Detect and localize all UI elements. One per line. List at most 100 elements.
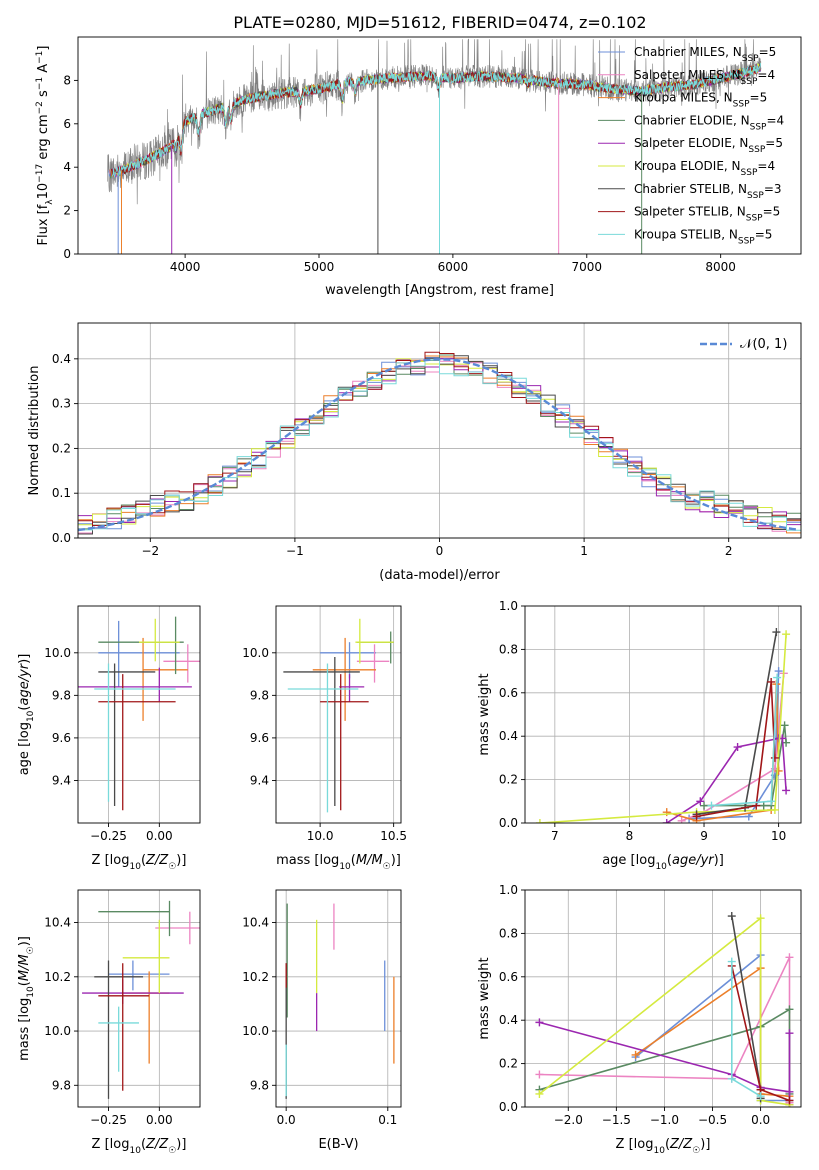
spectrum-ytick-label: 6	[63, 117, 71, 131]
weight-marker-kroupa-miles	[631, 1050, 640, 1059]
weight-line-kroupa-elodie	[539, 634, 787, 823]
legend-label-tail: =4	[757, 68, 775, 82]
age-vs-mass-ytick-label: 10.0	[242, 646, 269, 660]
weight-marker-salpeter-miles	[785, 953, 794, 962]
weight-vs-Z-ytick-label: 0.2	[499, 1057, 518, 1071]
mass-vs-Z-ytick-label: 9.8	[52, 1078, 71, 1092]
weight-vs-Z-xlabel-part: ☉	[692, 1146, 700, 1156]
legend-label-tail: =5	[763, 205, 781, 219]
weight-marker-kroupa-miles	[774, 766, 783, 775]
legend-label-sub: SSP	[750, 122, 767, 132]
mass-vs-Z-plot-area	[82, 900, 200, 1099]
age-vs-Z-ylabel-part: )]	[17, 654, 32, 664]
weight-marker-salpeter-stelib	[692, 812, 701, 821]
weight-marker-salpeter-elodie	[662, 819, 671, 823]
residuals-ytick-label: 0.3	[52, 397, 71, 411]
age-vs-mass-xlabel-part: (	[351, 853, 356, 868]
weight-marker-chabrier-elodie	[700, 801, 709, 810]
spectrum-ytick-label: 0	[63, 247, 71, 261]
age-vs-Z-ytick-label: 10.0	[44, 646, 71, 660]
weight-vs-Z-ytick-label: 0.6	[499, 970, 518, 984]
legend-label-tail: =5	[755, 227, 773, 241]
mass-vs-ebv-ytick-label: 10.0	[242, 1024, 269, 1038]
legend-label-kroupa-elodie: Kroupa ELODIE, NSSP=4	[634, 159, 775, 178]
age-vs-mass-xlabel-part: )]	[391, 853, 401, 868]
mass-vs-Z-ylabel: mass [log10(M/M☉)]	[17, 936, 36, 1061]
spectrum-ytick-label: 8	[63, 73, 71, 87]
weight-marker-chabrier-elodie	[780, 721, 789, 730]
residuals-panel: −2 −1 0 1 2 0.0 0.1 0.2 0.3 0.4 (data-model)/error…	[27, 322, 802, 583]
age-vs-mass-plot-area	[283, 618, 394, 813]
legend-label-main: Chabrier STELIB, N	[634, 182, 747, 196]
spectrum-ylabel-part: −1	[35, 77, 45, 90]
legend-label-main: Kroupa MILES, N	[634, 91, 733, 105]
weight-line-kroupa-elodie	[538, 916, 790, 1106]
spectrum-ylabel-part: −2	[35, 101, 45, 114]
age-vs-Z-frame	[77, 605, 201, 824]
residuals-ytick-label: 0.4	[52, 352, 71, 366]
age-vs-Z-xlabel-part: Z [log	[92, 853, 130, 868]
legend-label-sub: SSP	[742, 54, 759, 64]
legend-label-salpeter-miles: Salpeter MILES, NSSP=4	[634, 68, 775, 87]
residuals-xtick-label: 1	[580, 544, 588, 558]
spectrum-plot-area	[107, 38, 762, 254]
mass-vs-ebv-xtick-label: 0.0	[277, 1113, 296, 1127]
age-vs-mass-frame	[275, 605, 402, 824]
weight-marker-kroupa-elodie	[535, 1089, 544, 1098]
mass-vs-Z-xlabel-part: 10	[129, 1146, 141, 1156]
residuals-xtick-label: 2	[725, 544, 733, 558]
figure-title: PLATE=0280, MJD=51612, FIBERID=0474, z=0…	[233, 13, 646, 32]
residuals-xtick-label: −2	[141, 544, 159, 558]
weight-marker-salpeter-elodie	[535, 1018, 544, 1027]
weight-vs-age-frame	[524, 605, 802, 824]
age-vs-Z-xlabel-part: (	[141, 853, 146, 868]
mass-vs-Z-xlabel-part: Z [log	[92, 1137, 130, 1152]
weight-marker-kroupa-elodie	[770, 805, 779, 814]
spectrum-xtick-label: 6000	[438, 260, 469, 274]
residuals-ytick-label: 0.1	[52, 486, 71, 500]
spectrum-ylabel-part: A	[36, 64, 51, 77]
weight-marker-kroupa-stelib	[773, 673, 782, 682]
spectrum-xtick-label: 8000	[705, 260, 736, 274]
legend-label-salpeter-elodie: Salpeter ELODIE, NSSP=5	[634, 136, 783, 155]
mass-vs-Z-panel: −0.25 0.009.810.010.210.4Z [log10(Z/Z☉)]m…	[17, 889, 201, 1156]
spectrum-xlabel: wavelength [Angstrom, rest frame]	[325, 283, 554, 298]
mass-vs-Z-xtick-label: −0.25	[90, 1113, 127, 1127]
weight-marker-kroupa-stelib	[727, 957, 736, 966]
age-vs-mass-ytick-label: 9.4	[250, 773, 269, 787]
weight-vs-Z-xtick-label: −2.0	[554, 1113, 583, 1127]
mass-vs-ebv-xtick-label: 0.1	[378, 1113, 397, 1127]
histogram-kroupa-stelib	[78, 359, 801, 535]
legend-label-sub: SSP	[741, 77, 758, 87]
age-vs-Z-ylabel-part: age [log	[17, 722, 32, 775]
legend-label-salpeter-stelib: Salpeter STELIB, NSSP=5	[634, 205, 780, 224]
legend-label-sub: SSP	[738, 236, 755, 246]
age-vs-mass-xlabel-part: mass [log	[276, 853, 339, 868]
mass-vs-Z-ylabel-part: ☉	[26, 946, 36, 954]
weight-vs-Z-panel: −2.0 −1.5 −1.0 −0.5 0.0 0.0 0.2 0.4 0.6 0.8 1.0 Z […	[477, 883, 802, 1156]
weight-vs-Z-ytick-label: 0.0	[499, 1100, 518, 1114]
weight-marker-chabrier-elodie	[785, 1005, 794, 1014]
mass-vs-ebv-panel: 0.0 0.1 9.8 10.0 10.2 10.4 E(B-V)	[242, 889, 402, 1152]
legend-label-sub: SSP	[746, 214, 763, 224]
spectrum-ylabel-part: s	[36, 90, 51, 101]
weight-vs-age-xlabel: age [log10(age/yr)]	[602, 853, 724, 872]
weight-marker-chabrier-stelib	[727, 912, 736, 921]
weight-vs-Z-xtick-label: −1.0	[650, 1113, 679, 1127]
mass-vs-ebv-ytick-label: 9.8	[250, 1078, 269, 1092]
mass-vs-Z-ylabel-part: mass [log	[17, 998, 32, 1061]
spectrum-ylabel-part: Flux [f	[36, 204, 51, 245]
spectrum-ylabel-part: erg cm	[36, 114, 51, 163]
weight-marker-salpeter-miles	[535, 1070, 544, 1079]
weight-line-salpeter-elodie	[666, 737, 787, 823]
legend-label-chabrier-elodie: Chabrier ELODIE, NSSP=4	[634, 113, 784, 132]
age-vs-Z-xtick-label: −0.25	[90, 829, 127, 843]
weight-vs-Z-ylabel: mass weight	[477, 957, 492, 1039]
legend-label-main: Chabrier ELODIE, N	[634, 113, 750, 127]
weight-vs-Z-xlabel-part: 10	[653, 1146, 665, 1156]
weight-vs-age-ytick-label: 0.4	[499, 729, 518, 743]
legend-label-kroupa-miles: Kroupa MILES, NSSP=5	[634, 91, 767, 110]
weight-marker-kroupa-stelib	[707, 801, 716, 810]
legend-label-sub: SSP	[748, 145, 765, 155]
